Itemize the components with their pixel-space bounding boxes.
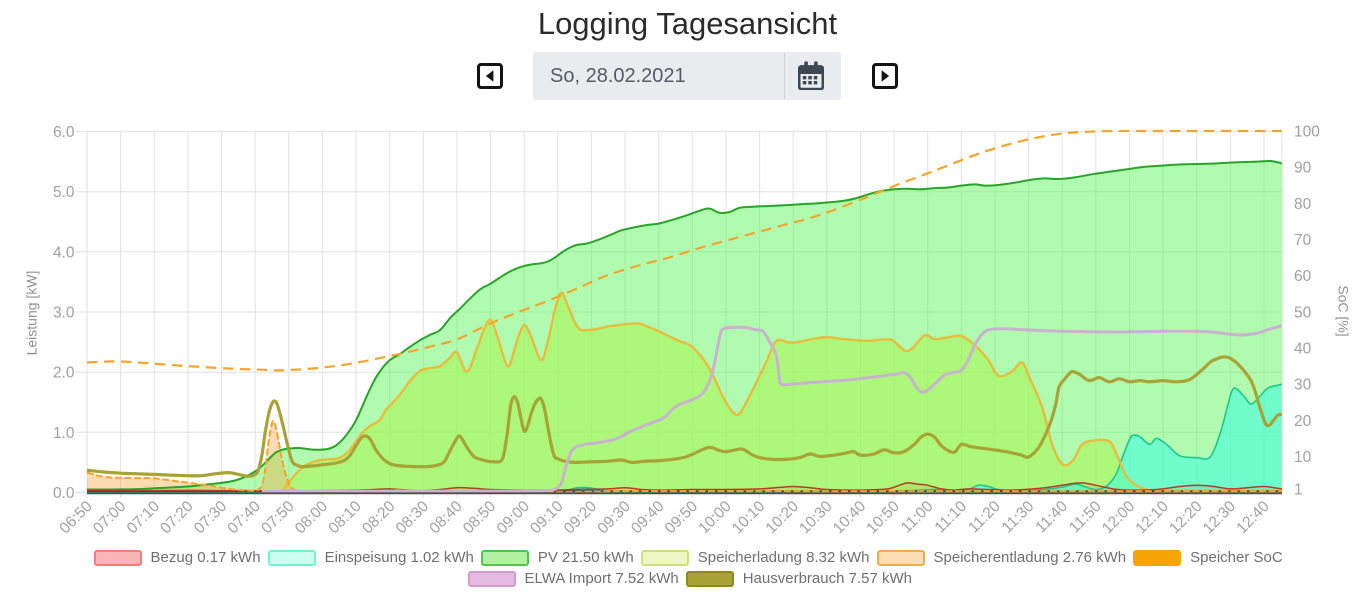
svg-text:11:30: 11:30	[999, 498, 1038, 537]
svg-text:07:00: 07:00	[90, 498, 130, 538]
svg-text:11:40: 11:40	[1032, 498, 1071, 537]
svg-text:11:10: 11:10	[932, 498, 971, 537]
svg-text:50: 50	[1294, 304, 1312, 321]
svg-text:11:00: 11:00	[898, 498, 937, 537]
svg-text:07:10: 07:10	[124, 498, 164, 538]
svg-text:6.0: 6.0	[53, 124, 75, 141]
svg-text:09:50: 09:50	[662, 498, 702, 538]
svg-text:08:20: 08:20	[359, 498, 399, 538]
svg-text:60: 60	[1294, 268, 1312, 285]
svg-text:1: 1	[1294, 482, 1303, 499]
svg-text:11:50: 11:50	[1066, 498, 1105, 537]
svg-text:12:40: 12:40	[1233, 498, 1273, 538]
svg-text:08:00: 08:00	[292, 498, 332, 538]
svg-text:11:20: 11:20	[965, 498, 1004, 537]
svg-text:10:10: 10:10	[729, 498, 769, 538]
svg-text:10:50: 10:50	[863, 498, 903, 538]
svg-text:09:10: 09:10	[527, 498, 567, 538]
svg-text:12:30: 12:30	[1200, 498, 1240, 538]
svg-text:10:20: 10:20	[763, 498, 803, 538]
svg-text:Leistung [kW]: Leistung [kW]	[24, 271, 40, 356]
svg-text:08:10: 08:10	[325, 498, 365, 538]
svg-text:10:30: 10:30	[796, 498, 836, 538]
svg-text:70: 70	[1294, 232, 1312, 249]
svg-text:09:00: 09:00	[494, 498, 534, 538]
svg-text:07:20: 07:20	[157, 498, 197, 538]
svg-text:08:30: 08:30	[393, 498, 433, 538]
svg-text:3.0: 3.0	[53, 305, 75, 322]
svg-text:09:30: 09:30	[594, 498, 634, 538]
svg-text:07:50: 07:50	[258, 498, 298, 538]
svg-text:10: 10	[1294, 449, 1312, 466]
svg-text:80: 80	[1294, 196, 1312, 213]
svg-text:12:10: 12:10	[1132, 498, 1172, 538]
svg-text:10:00: 10:00	[695, 498, 735, 538]
svg-text:90: 90	[1294, 160, 1312, 177]
svg-text:07:30: 07:30	[191, 498, 231, 538]
svg-text:12:00: 12:00	[1099, 498, 1139, 538]
svg-text:0.0: 0.0	[53, 485, 75, 502]
svg-text:10:40: 10:40	[830, 498, 870, 538]
svg-text:09:40: 09:40	[628, 498, 668, 538]
svg-text:20: 20	[1294, 413, 1312, 430]
svg-text:1.0: 1.0	[53, 425, 75, 442]
svg-text:30: 30	[1294, 377, 1312, 394]
svg-text:08:40: 08:40	[426, 498, 466, 538]
svg-text:09:20: 09:20	[561, 498, 601, 538]
svg-text:2.0: 2.0	[53, 365, 75, 382]
svg-text:5.0: 5.0	[53, 184, 75, 201]
svg-text:4.0: 4.0	[53, 244, 75, 261]
svg-text:12:20: 12:20	[1166, 498, 1206, 538]
svg-text:100: 100	[1294, 124, 1320, 141]
svg-text:07:40: 07:40	[224, 498, 264, 538]
svg-text:40: 40	[1294, 341, 1312, 358]
svg-text:SoC [%]: SoC [%]	[1336, 285, 1352, 336]
svg-text:08:50: 08:50	[460, 498, 500, 538]
svg-text:06:50: 06:50	[56, 498, 96, 538]
